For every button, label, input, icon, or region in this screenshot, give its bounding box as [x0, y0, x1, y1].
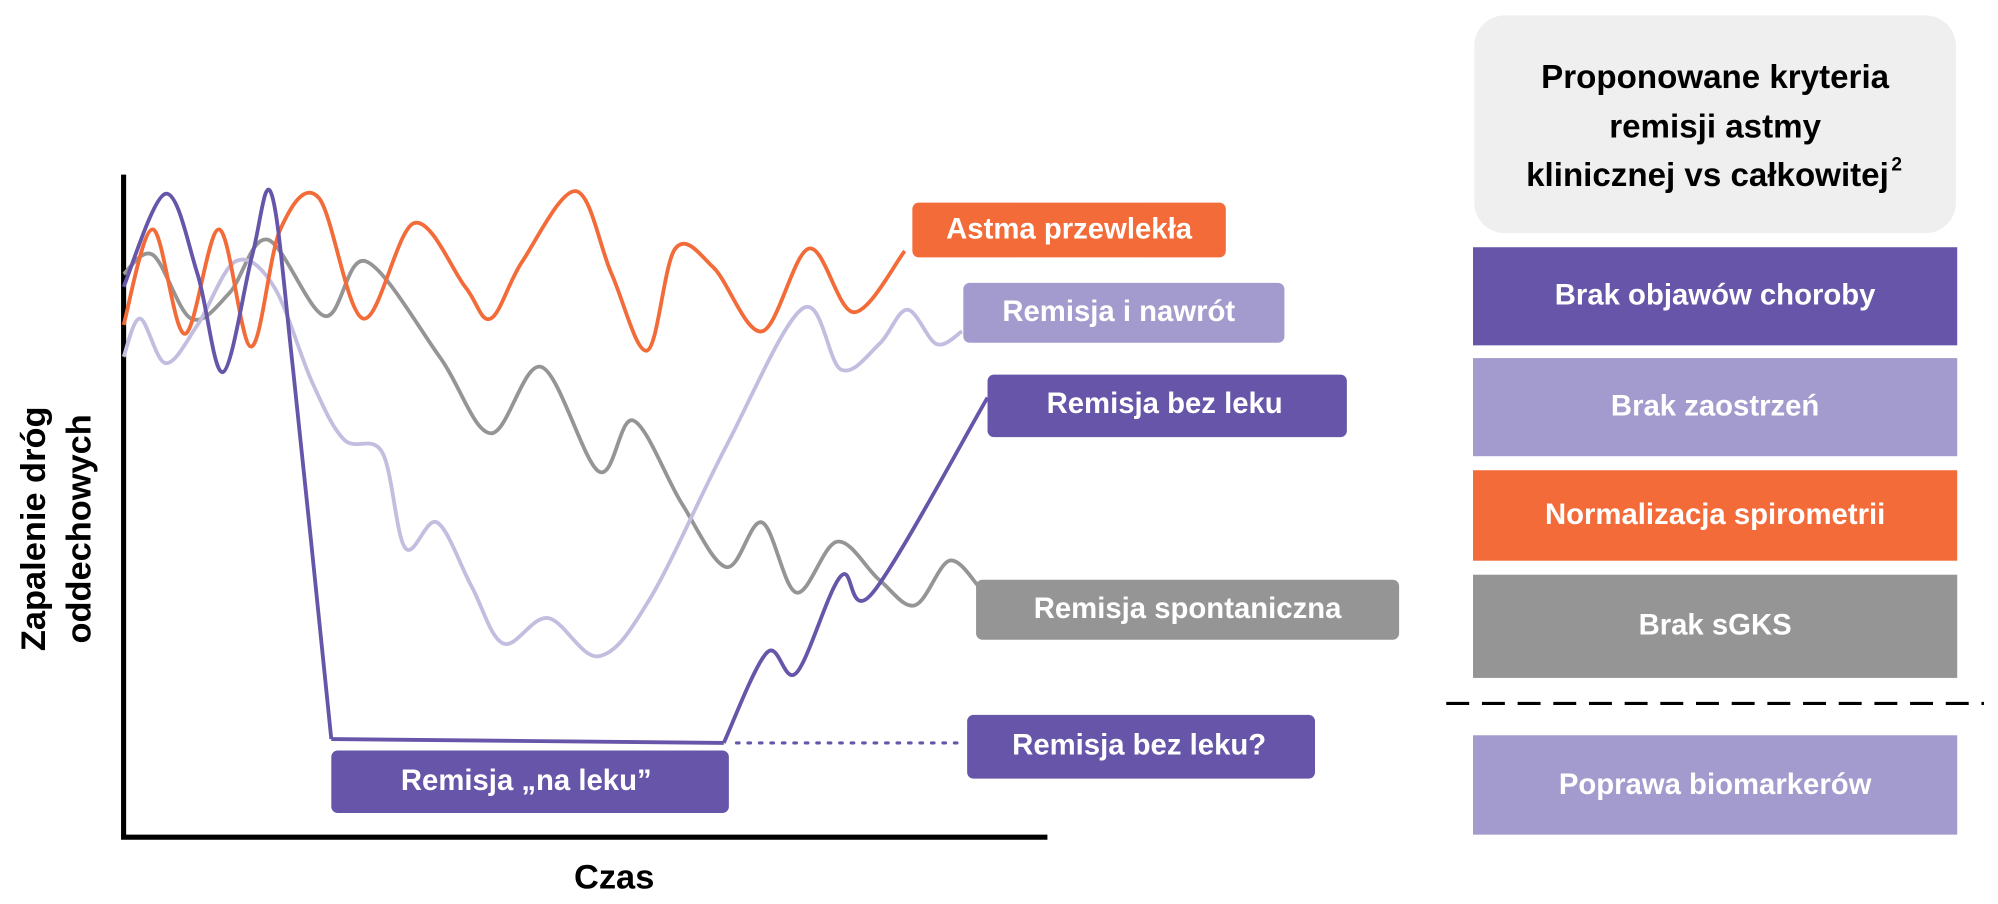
criterion: Normalizacja spirometrii	[1545, 498, 1885, 531]
panel-title: Proponowane kryteria	[1541, 59, 1889, 96]
footnote-ref: 2	[1891, 155, 1902, 176]
drug-free-curve	[722, 396, 990, 744]
panel-title: klinicznej vs całkowitej	[1526, 157, 1889, 194]
relapse-curve	[121, 257, 964, 659]
criterion: Brak sGKS	[1639, 609, 1792, 642]
panel-title-box	[1474, 15, 1956, 234]
y-axis-label: Zapalenie dróg	[15, 407, 53, 652]
label-box	[976, 579, 1400, 640]
curve-label: Remisja „na leku”	[401, 764, 652, 797]
label-box	[967, 714, 1316, 779]
curve-label: Remisja i nawrót	[1002, 295, 1235, 328]
curves	[121, 187, 990, 745]
curve-label: Astma przewlekła	[946, 212, 1193, 245]
curve-label: Remisja bez leku	[1047, 387, 1283, 420]
criterion-box	[1473, 247, 1958, 346]
curve-label: Remisja bez leku?	[1012, 728, 1266, 761]
label-box	[912, 202, 1226, 258]
criterion: Poprawa biomarkerów	[1559, 768, 1872, 801]
spontaneous-curve	[122, 237, 981, 608]
label-box	[987, 374, 1347, 438]
y-axis-label: oddechowych	[61, 414, 99, 643]
chronic-curve	[121, 189, 907, 353]
label-box	[331, 750, 729, 813]
criterion-box	[1473, 735, 1958, 835]
curve-label: Remisja spontaniczna	[1034, 592, 1342, 625]
label-box	[963, 282, 1285, 343]
criterion-box	[1473, 470, 1958, 561]
criterion-box	[1473, 358, 1958, 457]
criterion-box	[1473, 574, 1958, 678]
x-axis-label: Czas	[574, 858, 654, 896]
criterion: Brak zaostrzeń	[1611, 390, 1819, 423]
criterion: Brak objawów choroby	[1555, 279, 1876, 312]
panel-title: remisji astmy	[1609, 108, 1821, 145]
drug-free-curve	[121, 187, 334, 740]
on-drug-line	[331, 737, 724, 745]
